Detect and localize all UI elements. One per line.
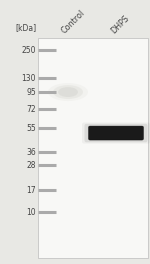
Text: 28: 28 [27, 161, 36, 169]
Text: [kDa]: [kDa] [15, 23, 36, 32]
Text: DHPS: DHPS [110, 13, 131, 35]
Text: 130: 130 [21, 74, 36, 83]
Text: 95: 95 [26, 88, 36, 97]
FancyBboxPatch shape [82, 122, 150, 144]
Text: 10: 10 [26, 208, 36, 216]
Text: 55: 55 [26, 124, 36, 133]
Ellipse shape [58, 87, 78, 97]
Text: 17: 17 [26, 186, 36, 195]
Ellipse shape [53, 85, 83, 99]
Text: 250: 250 [21, 46, 36, 55]
Bar [38, 38, 148, 258]
FancyBboxPatch shape [84, 124, 147, 142]
Text: 36: 36 [26, 148, 36, 157]
Text: 72: 72 [26, 105, 36, 114]
Ellipse shape [48, 83, 88, 101]
FancyBboxPatch shape [88, 126, 144, 140]
Text: Control: Control [60, 8, 87, 35]
